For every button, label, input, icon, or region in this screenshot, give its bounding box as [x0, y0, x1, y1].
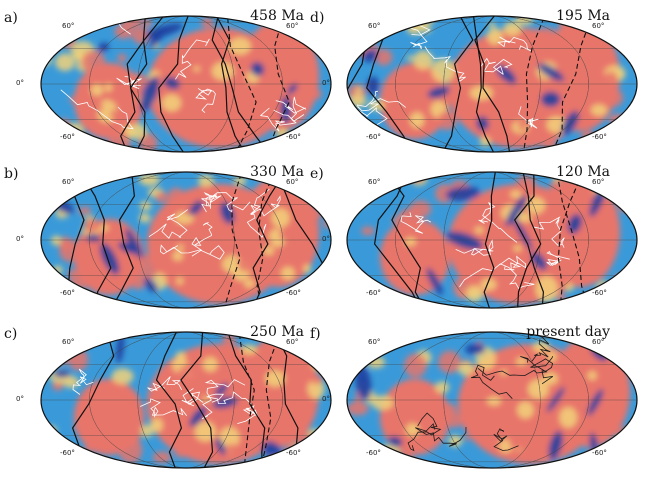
- mollweide-map: [40, 331, 332, 469]
- age-label: 195 Ma: [556, 8, 610, 24]
- latitude-label: 60°: [62, 22, 75, 30]
- latitude-label: -60°: [366, 449, 381, 457]
- map-panel-f: f) present day 60° 60° 0° -60° -60°: [310, 322, 640, 472]
- latitude-label: 0°: [16, 395, 24, 403]
- latitude-label: 60°: [286, 22, 299, 30]
- latitude-label: 60°: [62, 178, 75, 186]
- latitude-label: -60°: [60, 133, 75, 141]
- age-label: 330 Ma: [250, 164, 304, 180]
- latitude-label: -60°: [592, 449, 607, 457]
- latitude-label: 0°: [322, 79, 330, 87]
- map-border: [40, 331, 332, 469]
- mollweide-map: [40, 15, 332, 153]
- latitude-label: -60°: [592, 133, 607, 141]
- latitude-label: 60°: [592, 22, 605, 30]
- panel-label: e): [310, 166, 324, 182]
- latitude-label: 0°: [322, 395, 330, 403]
- age-label: present day: [526, 324, 610, 340]
- latitude-label: -60°: [60, 289, 75, 297]
- latitude-label: 60°: [592, 178, 605, 186]
- map-border: [346, 15, 638, 153]
- mollweide-map: [346, 331, 638, 469]
- map-panel-a: a) 458 Ma 60° 60° 0° -60° -60°: [4, 6, 334, 156]
- latitude-label: 0°: [322, 235, 330, 243]
- panel-label: c): [4, 326, 18, 342]
- latitude-label: -60°: [286, 289, 301, 297]
- latitude-label: 0°: [16, 79, 24, 87]
- panel-label: a): [4, 10, 18, 26]
- latitude-label: 0°: [16, 235, 24, 243]
- map-panel-e: e) 120 Ma 60° 60° 0° -60° -60°: [310, 162, 640, 312]
- latitude-label: 60°: [368, 178, 381, 186]
- panel-label: b): [4, 166, 19, 182]
- age-label: 250 Ma: [250, 324, 304, 340]
- latitude-label: -60°: [366, 289, 381, 297]
- map-panel-c: c) 250 Ma 60° 60° 0° -60° -60°: [4, 322, 334, 472]
- map-panel-d: d) 195 Ma 60° 60° 0° -60° -60°: [310, 6, 640, 156]
- mollweide-map: [346, 15, 638, 153]
- latitude-label: 60°: [368, 338, 381, 346]
- mollweide-map: [346, 171, 638, 309]
- panel-label: d): [310, 10, 325, 26]
- latitude-label: 60°: [368, 22, 381, 30]
- latitude-label: -60°: [592, 289, 607, 297]
- latitude-label: 60°: [62, 338, 75, 346]
- latitude-label: -60°: [286, 449, 301, 457]
- map-border: [40, 15, 332, 153]
- latitude-label: -60°: [366, 133, 381, 141]
- latitude-label: 60°: [286, 178, 299, 186]
- age-label: 458 Ma: [250, 8, 304, 24]
- latitude-label: -60°: [60, 449, 75, 457]
- mollweide-map: [40, 171, 332, 309]
- age-label: 120 Ma: [556, 164, 610, 180]
- map-border: [40, 171, 332, 309]
- latitude-label: 60°: [286, 338, 299, 346]
- panel-label: f): [310, 326, 321, 342]
- latitude-label: 60°: [592, 338, 605, 346]
- latitude-label: -60°: [286, 133, 301, 141]
- map-border: [346, 331, 638, 469]
- map-panel-b: b) 330 Ma 60° 60° 0° -60° -60°: [4, 162, 334, 312]
- map-border: [346, 171, 638, 309]
